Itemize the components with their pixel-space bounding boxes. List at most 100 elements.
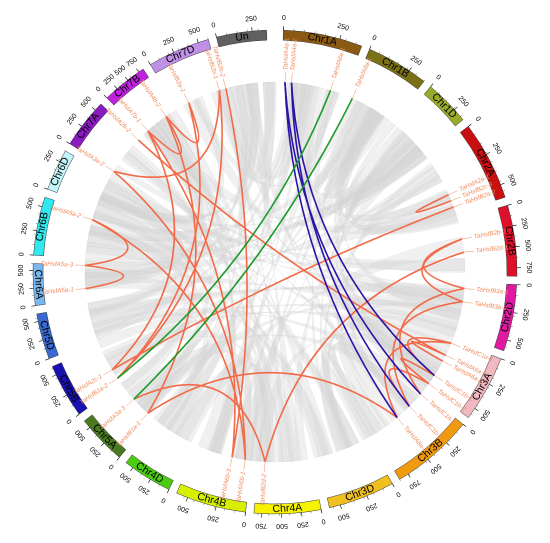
chromosome-label: Chr3D bbox=[344, 482, 377, 504]
gene-tick bbox=[428, 383, 437, 390]
synteny-ribbon bbox=[175, 236, 465, 443]
synteny-ribbon bbox=[245, 82, 302, 462]
minor-tick bbox=[485, 151, 488, 153]
synteny-ribbon bbox=[123, 150, 298, 462]
tick-mark bbox=[38, 340, 43, 342]
collinear-link bbox=[113, 90, 221, 179]
gene-tick bbox=[103, 369, 113, 376]
chromosome-chr3d bbox=[326, 474, 393, 509]
tick-label: 0 bbox=[211, 22, 217, 30]
collinear-link bbox=[400, 357, 435, 385]
tick-mark bbox=[507, 339, 512, 342]
chromosome-chr1b bbox=[365, 48, 425, 90]
chromosome-chr2d bbox=[494, 283, 517, 352]
gene-label: TaHsfA8a-1 bbox=[354, 56, 374, 88]
tick-mark bbox=[171, 48, 174, 53]
tick-mark bbox=[185, 497, 188, 502]
minor-tick bbox=[47, 358, 50, 360]
minor-tick bbox=[45, 188, 48, 190]
gene-tick bbox=[420, 393, 429, 401]
synteny-ribbon bbox=[88, 283, 465, 328]
minor-tick bbox=[49, 178, 52, 180]
collinear-link bbox=[384, 340, 452, 418]
minor-tick bbox=[363, 497, 365, 500]
minor-tick bbox=[140, 473, 142, 476]
synteny-ribbon bbox=[326, 302, 462, 449]
tick-label: 0 bbox=[474, 116, 482, 123]
tick-label: 0 bbox=[508, 360, 516, 366]
synteny-ribbon bbox=[317, 100, 368, 189]
gene-label: TaHsfA4a-2 bbox=[289, 38, 299, 71]
tick-label: 750 bbox=[255, 521, 267, 529]
minor-tick bbox=[207, 37, 209, 40]
gene-tick bbox=[105, 165, 115, 172]
tick-label: 250 bbox=[245, 15, 257, 23]
gene-tick bbox=[448, 190, 458, 195]
minor-tick bbox=[397, 61, 399, 64]
minor-tick bbox=[71, 405, 74, 407]
minor-tick bbox=[138, 69, 140, 72]
gene-tick bbox=[291, 72, 293, 83]
tick-label: 0 bbox=[33, 182, 41, 188]
synteny-ribbon bbox=[94, 312, 198, 405]
tick-label: 500 bbox=[74, 428, 87, 442]
tick-label: 0 bbox=[394, 490, 401, 498]
tick-mark bbox=[32, 229, 37, 231]
tick-mark bbox=[34, 321, 39, 323]
synteny-ribbon bbox=[360, 299, 462, 373]
synteny-ribbon bbox=[149, 122, 237, 454]
tick-mark bbox=[52, 374, 57, 377]
gene-label: TaHsfA6b-1 bbox=[235, 471, 247, 504]
minor-tick bbox=[63, 149, 66, 152]
synteny-ribbon bbox=[335, 105, 459, 235]
synteny-ribbon bbox=[256, 333, 443, 463]
gene-tick bbox=[126, 398, 134, 407]
minor-tick bbox=[335, 35, 337, 38]
chromosome-label: Chr4D bbox=[133, 460, 165, 486]
tick-mark bbox=[486, 152, 491, 155]
collinear-link bbox=[116, 90, 332, 379]
tick-label: 250 bbox=[337, 23, 350, 33]
tick-label: 250 bbox=[162, 36, 176, 47]
chromosome-un bbox=[216, 29, 268, 48]
collinear-link bbox=[147, 116, 197, 414]
chromosome-label: Chr7A bbox=[74, 111, 102, 142]
tick-mark bbox=[63, 394, 67, 398]
synteny-ribbon bbox=[92, 148, 195, 235]
chromosome-label: Chr1A bbox=[307, 31, 339, 49]
synteny-ribbon bbox=[245, 82, 401, 423]
chromosome-label: Chr2B bbox=[502, 225, 518, 256]
tick-label: 500 bbox=[114, 64, 128, 77]
gene-tick bbox=[462, 301, 473, 304]
collinear-link bbox=[116, 90, 223, 379]
minor-tick bbox=[399, 479, 401, 482]
tick-label: 0 bbox=[242, 520, 247, 527]
synteny-ribbon bbox=[236, 136, 419, 461]
gene-tick bbox=[82, 216, 93, 220]
minor-tick bbox=[187, 44, 189, 47]
minor-tick bbox=[86, 116, 89, 119]
tick-label: 0 bbox=[141, 51, 148, 59]
synteny-ribbon bbox=[246, 109, 386, 462]
chromosome-chr7a bbox=[69, 103, 109, 150]
gene-tick bbox=[451, 342, 461, 348]
minor-tick bbox=[482, 396, 485, 398]
tick-label: 0 bbox=[108, 462, 116, 470]
gene-label: TaHsfA3a-3 bbox=[99, 404, 128, 431]
gene-tick bbox=[396, 417, 404, 426]
tick-label: 0 bbox=[66, 417, 74, 424]
gene-label: TaHsfA6e-1 bbox=[331, 47, 347, 80]
minor-tick bbox=[149, 479, 151, 482]
tick-label: 250 bbox=[89, 445, 102, 458]
tick-label: 250 bbox=[448, 444, 461, 457]
collinear-link bbox=[147, 130, 236, 458]
collinear-link bbox=[133, 98, 353, 400]
gene-label: TaHsfB3b-2 bbox=[474, 300, 508, 312]
minor-tick bbox=[58, 159, 61, 161]
gene-tick bbox=[109, 378, 118, 385]
synteny-ribbon bbox=[93, 202, 294, 463]
chromosome-chr7b bbox=[106, 68, 149, 106]
synteny-ribbon bbox=[89, 144, 196, 242]
minor-tick bbox=[406, 67, 409, 70]
